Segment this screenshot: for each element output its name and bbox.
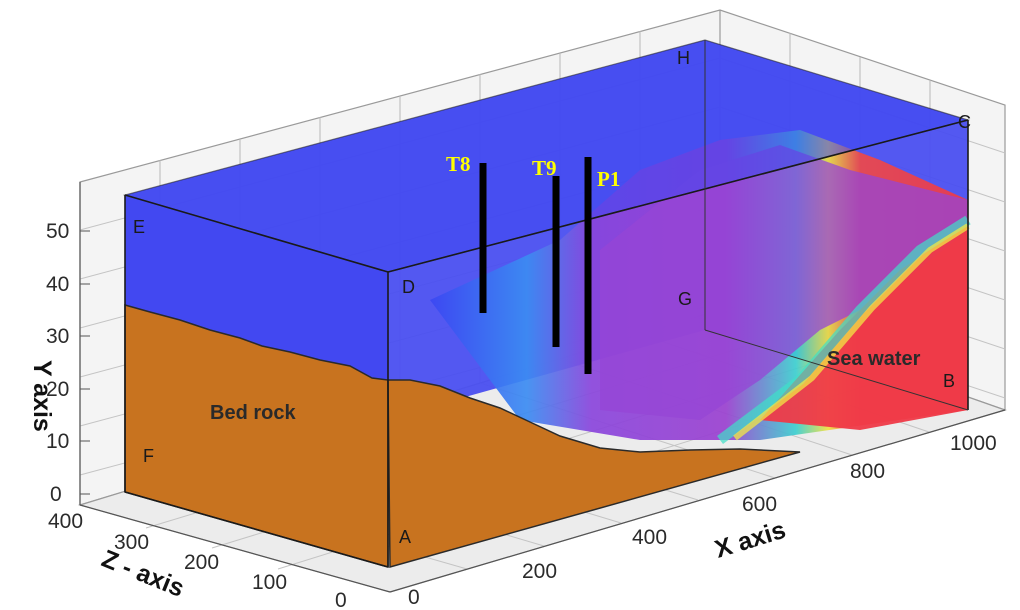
x-tick-400: 400: [632, 526, 667, 549]
z-tick-300: 300: [114, 531, 149, 554]
y-tick-10: 10: [46, 430, 69, 453]
y-tick-50: 50: [46, 220, 69, 243]
z-tick-400: 400: [48, 510, 83, 533]
x-tick-0: 0: [408, 586, 420, 609]
well-label-t8: T8: [446, 152, 471, 176]
x-tick-800: 800: [850, 460, 885, 483]
y-tick-30: 30: [46, 325, 69, 348]
corner-label-g: G: [678, 289, 692, 309]
y-axis-title: Y axis: [28, 360, 56, 432]
z-tick-200: 200: [184, 551, 219, 574]
x-tick-200: 200: [522, 560, 557, 583]
bedrock-label: Bed rock: [210, 402, 296, 424]
corner-label-d: D: [402, 277, 415, 297]
z-tick-100: 100: [252, 571, 287, 594]
corner-label-c: C: [958, 112, 971, 132]
y-tick-40: 40: [46, 273, 69, 296]
corner-label-b: B: [943, 371, 955, 391]
x-axis-title: X axis: [712, 516, 789, 564]
y-tick-20: 20: [46, 378, 69, 401]
corner-label-e: E: [133, 217, 145, 237]
corner-label-a: A: [399, 527, 411, 547]
y-tick-0: 0: [50, 483, 62, 506]
z-tick-0: 0: [335, 589, 347, 610]
corner-label-f: F: [143, 446, 154, 466]
corner-labels: E F A D G H C B: [133, 48, 971, 547]
wells: T8 T9 P1: [446, 152, 620, 374]
y-axis: 0 10 20 30 40 50 Y axis: [28, 182, 90, 506]
well-label-p1: P1: [597, 167, 620, 191]
x-tick-1000: 1000: [950, 432, 997, 455]
region-labels: Bed rock Sea water: [210, 348, 921, 424]
seawater-label: Sea water: [827, 348, 921, 370]
x-tick-600: 600: [742, 493, 777, 516]
saltwater-interface: [430, 130, 971, 444]
corner-label-h: H: [677, 48, 690, 68]
bedrock-bottom: [387, 379, 801, 568]
well-label-t9: T9: [532, 156, 557, 180]
